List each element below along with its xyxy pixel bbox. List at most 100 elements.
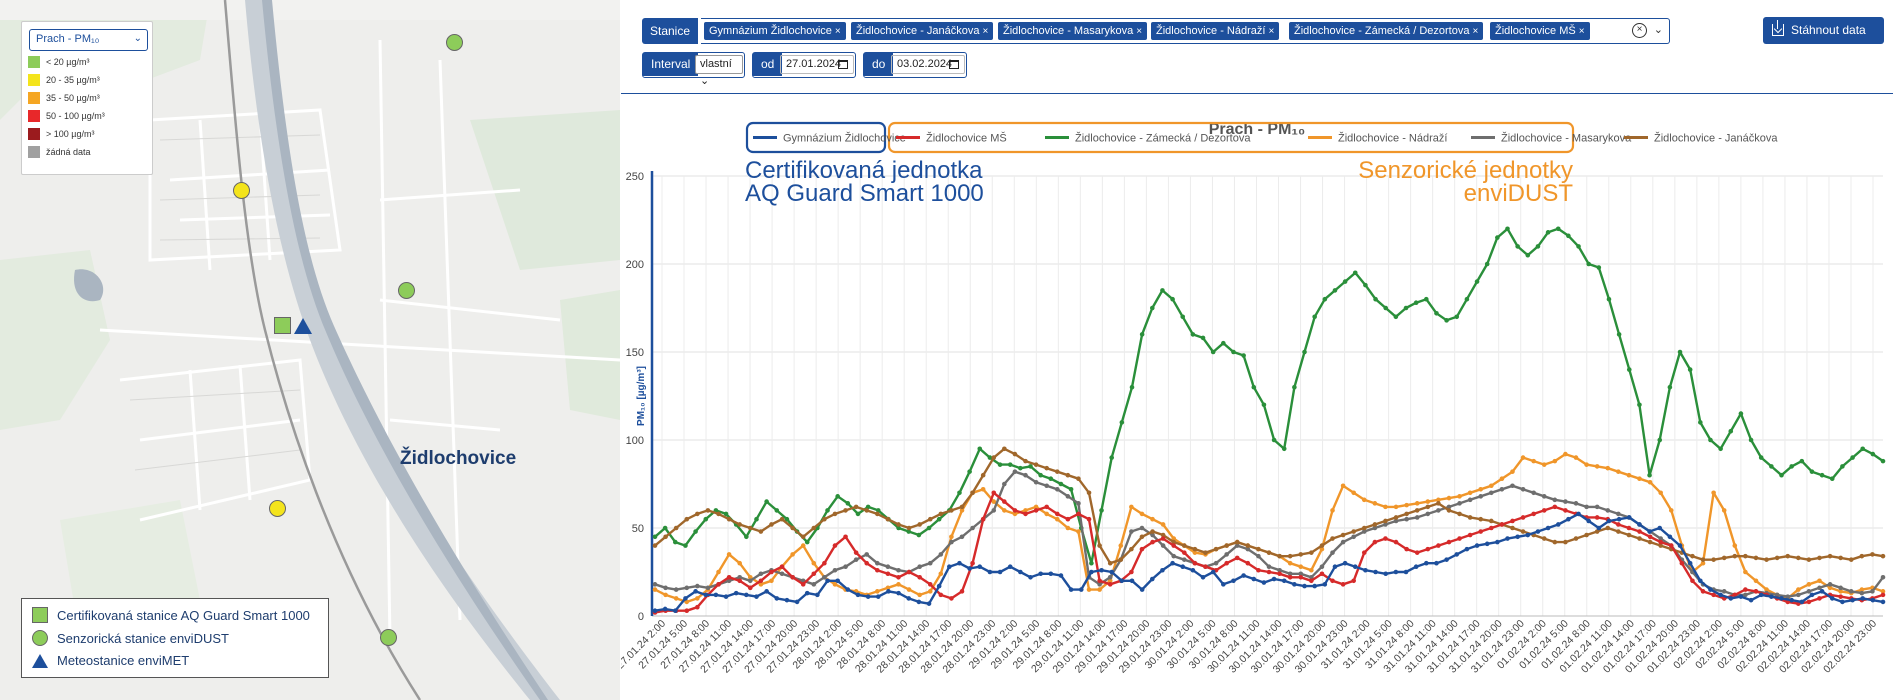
data-point xyxy=(774,508,780,513)
data-point xyxy=(1231,578,1236,584)
chip-remove-icon[interactable]: × xyxy=(834,26,841,37)
data-point xyxy=(1068,486,1074,492)
data-point xyxy=(737,574,742,580)
data-point xyxy=(1616,332,1622,337)
data-point xyxy=(1573,536,1579,541)
map-canvas[interactable] xyxy=(0,0,620,700)
data-point xyxy=(825,508,830,513)
certified-station-marker[interactable] xyxy=(274,317,291,334)
data-point xyxy=(779,571,785,577)
map-panel[interactable]: Židlochovice Prach - PM₁₀ ⌄ < 20 µg/m³ 20… xyxy=(0,0,620,700)
data-point xyxy=(716,511,721,517)
date-to-input[interactable]: 03.02.2024 xyxy=(891,55,965,74)
data-point xyxy=(662,525,668,531)
data-point xyxy=(1748,597,1754,603)
annotation-sensor-line2: enviDUST xyxy=(1464,180,1574,207)
data-point xyxy=(1190,567,1196,573)
data-point xyxy=(1606,518,1612,524)
data-point xyxy=(1361,529,1367,534)
data-point xyxy=(822,560,827,566)
data-point xyxy=(1478,516,1484,522)
data-point xyxy=(723,594,729,599)
color-legend-item: žádná data xyxy=(28,146,91,158)
data-point xyxy=(683,596,688,601)
data-point xyxy=(1322,296,1328,302)
data-point xyxy=(1446,495,1452,501)
data-point xyxy=(1044,465,1049,471)
chip-remove-icon[interactable]: × xyxy=(1578,26,1585,37)
sensor-station-marker[interactable] xyxy=(269,500,286,517)
data-point xyxy=(1563,539,1568,545)
stations-multiselect[interactable]: Gymnázium Židlochovice × Židlochovice - Ja… xyxy=(701,18,1670,44)
data-point xyxy=(936,516,942,522)
data-point xyxy=(1594,504,1600,510)
chip-remove-icon[interactable]: × xyxy=(1136,26,1143,37)
data-point xyxy=(875,508,881,513)
station-chip[interactable]: Gymnázium Židlochovice × xyxy=(704,22,846,40)
color-swatch xyxy=(28,56,40,68)
station-type-legend: Certifikovaná stanice AQ Guard Smart 100… xyxy=(21,598,329,678)
data-point xyxy=(1068,587,1074,592)
chip-remove-icon[interactable]: × xyxy=(1472,26,1479,37)
chevron-down-icon[interactable]: ⌄ xyxy=(1653,24,1663,36)
date-from-input[interactable]: 27.01.2024 xyxy=(780,55,854,74)
download-data-button[interactable]: Stáhnout data xyxy=(1763,17,1884,44)
y-tick-label: 150 xyxy=(626,347,644,359)
data-point xyxy=(1829,596,1835,601)
data-point xyxy=(1413,564,1419,570)
data-point xyxy=(1525,252,1531,258)
color-swatch xyxy=(28,128,40,140)
data-point xyxy=(947,564,952,570)
calendar-icon[interactable] xyxy=(838,60,848,69)
chip-remove-icon[interactable]: × xyxy=(982,26,989,37)
station-chip[interactable]: Židlochovice - Nádraží × xyxy=(1151,22,1280,40)
station-chip[interactable]: Židlochovice - Zámecká / Dezortova × xyxy=(1289,22,1484,40)
data-point xyxy=(1403,305,1409,311)
data-point xyxy=(843,508,848,513)
data-point xyxy=(1785,553,1791,559)
data-point xyxy=(1149,305,1155,311)
color-legend-item: 20 - 35 µg/m³ xyxy=(28,74,100,86)
data-point xyxy=(744,534,749,540)
data-point xyxy=(1700,589,1706,594)
chip-remove-icon[interactable]: × xyxy=(1268,26,1275,37)
data-point xyxy=(1606,296,1612,302)
station-chip-label: Židlochovice - Janáčkova xyxy=(856,25,980,37)
data-point xyxy=(726,574,732,580)
data-point xyxy=(1687,367,1693,372)
data-point xyxy=(1444,318,1449,323)
data-point xyxy=(1109,569,1114,575)
data-point xyxy=(1667,534,1673,540)
calendar-icon[interactable] xyxy=(949,60,959,69)
data-point xyxy=(695,604,700,610)
data-point xyxy=(1425,504,1431,510)
sensor-station-marker[interactable] xyxy=(446,34,463,51)
data-point xyxy=(1281,446,1287,452)
sensor-station-marker[interactable] xyxy=(398,282,415,299)
data-point xyxy=(1478,529,1484,534)
data-point xyxy=(1515,244,1520,249)
station-chip[interactable]: Židlochovice - Masarykova × xyxy=(998,22,1148,40)
pollutant-select[interactable]: Prach - PM₁₀ ⌄ xyxy=(29,29,148,51)
data-point xyxy=(1033,508,1039,513)
data-point xyxy=(1002,508,1007,513)
series-line xyxy=(654,447,1884,565)
data-point xyxy=(1499,522,1505,527)
meteo-station-marker[interactable] xyxy=(294,318,312,334)
data-point xyxy=(1373,296,1378,302)
y-tick-label: 100 xyxy=(626,435,644,447)
data-point xyxy=(1520,455,1526,460)
station-chip[interactable]: Židlochovice MŠ × xyxy=(1490,22,1590,40)
interval-select[interactable]: vlastní ⌄ xyxy=(695,55,743,87)
clear-icon[interactable]: × xyxy=(1632,23,1647,38)
data-point xyxy=(1221,582,1226,587)
data-point xyxy=(1573,501,1579,506)
data-point xyxy=(1182,557,1187,562)
station-chip[interactable]: Židlochovice - Janáčkova × xyxy=(851,22,994,40)
data-point xyxy=(684,599,690,605)
sensor-station-marker[interactable] xyxy=(380,629,397,646)
data-point xyxy=(1150,539,1155,545)
color-swatch xyxy=(28,74,40,86)
sensor-station-marker[interactable] xyxy=(233,182,250,199)
data-point xyxy=(1393,539,1399,545)
